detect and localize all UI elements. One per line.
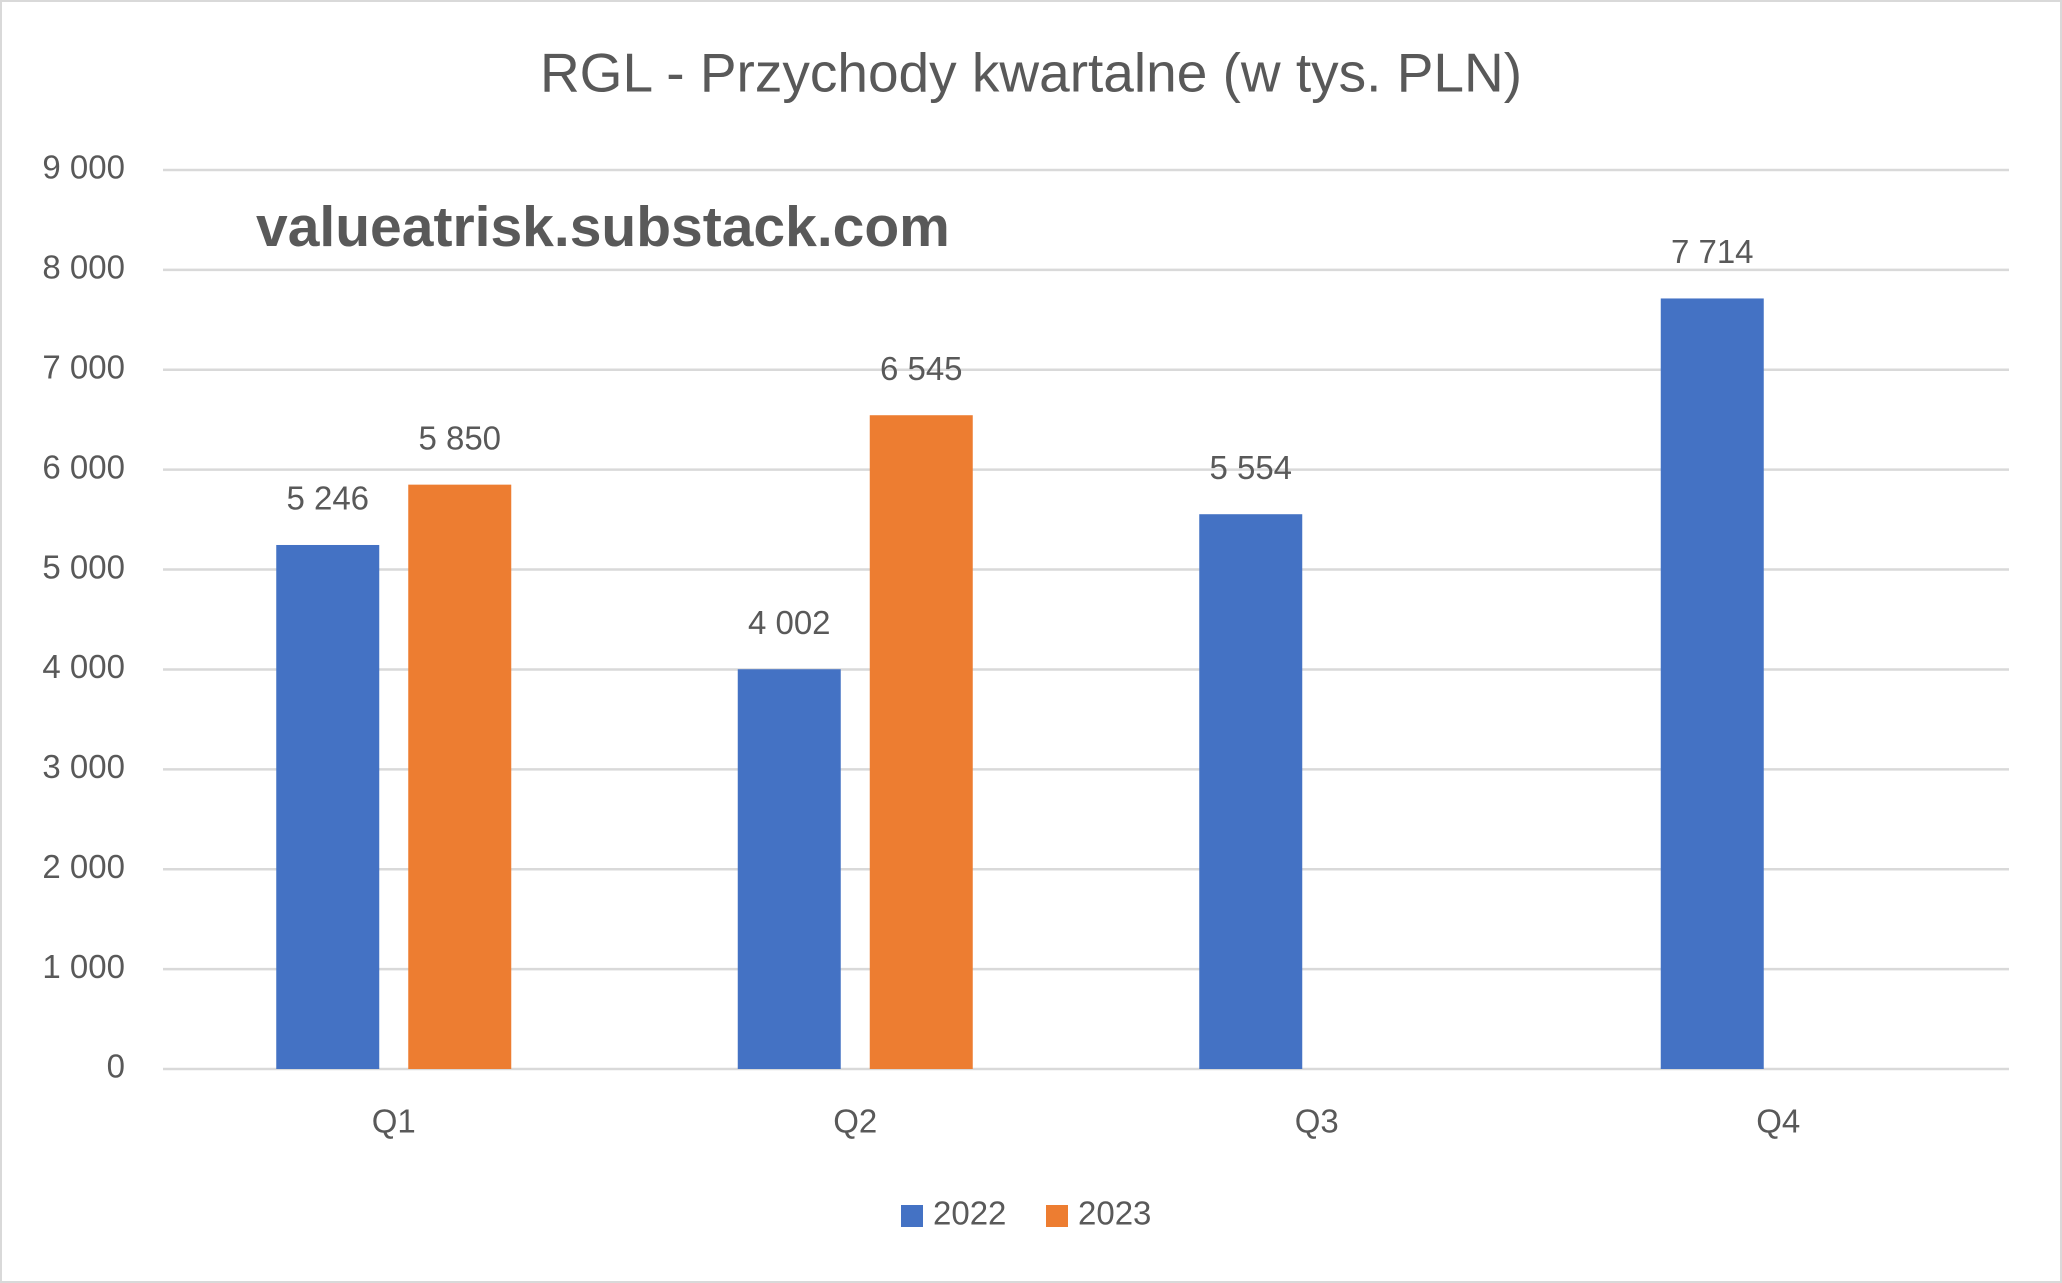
- data-label: 5 246: [286, 480, 369, 517]
- bar: [737, 669, 841, 1069]
- x-tick-label: Q3: [1295, 1103, 1339, 1140]
- data-label: 5 554: [1209, 449, 1292, 486]
- data-label: 7 714: [1671, 233, 1754, 270]
- data-label: 4 002: [748, 604, 831, 641]
- x-tick-label: Q4: [1756, 1103, 1800, 1140]
- bar: [1199, 514, 1303, 1069]
- y-tick-label: 3 000: [42, 748, 125, 785]
- y-tick-label: 4 000: [42, 648, 125, 685]
- legend-label: 2023: [1078, 1195, 1151, 1232]
- watermark: valueatrisk.substack.com: [256, 195, 950, 259]
- legend-swatch: [901, 1205, 923, 1227]
- y-tick-label: 9 000: [42, 149, 125, 186]
- legend-swatch: [1046, 1205, 1068, 1227]
- y-tick-label: 5 000: [42, 548, 125, 585]
- bar: [408, 484, 512, 1069]
- legend-label: 2022: [933, 1195, 1006, 1232]
- bar: [869, 415, 973, 1069]
- bar: [276, 544, 380, 1069]
- chart-title: RGL - Przychody kwartalne (w tys. PLN): [540, 42, 1522, 104]
- y-tick-label: 0: [107, 1048, 125, 1085]
- y-tick-label: 1 000: [42, 948, 125, 985]
- y-tick-label: 6 000: [42, 448, 125, 485]
- y-tick-label: 2 000: [42, 848, 125, 885]
- bar: [1660, 298, 1764, 1069]
- y-tick-label: 8 000: [42, 249, 125, 286]
- data-label: 6 545: [880, 350, 963, 387]
- y-tick-label: 7 000: [42, 348, 125, 385]
- x-tick-label: Q2: [833, 1103, 877, 1140]
- x-tick-label: Q1: [372, 1103, 416, 1140]
- data-label: 5 850: [418, 419, 501, 456]
